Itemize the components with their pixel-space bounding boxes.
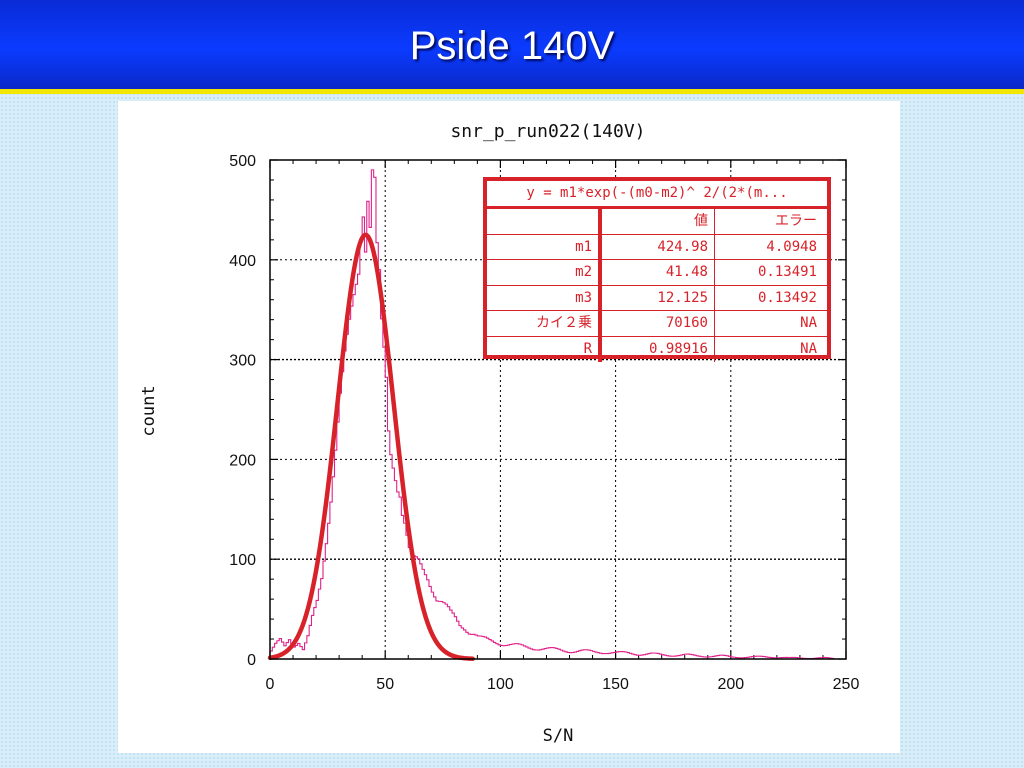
fit-param-error: NA [800,340,817,357]
x-tick-label: 200 [717,676,744,693]
fit-table-header-row: 値 エラー [487,209,827,235]
chart-title: snr_p_run022(140V) [450,121,645,142]
y-tick-label: 100 [229,552,256,569]
fit-row-m3: m3 12.125 0.13492 [487,285,827,312]
chart: snr_p_run022(140V) S/N count 0 50 100 150 20… [139,121,859,746]
fit-param-value: 424.98 [602,234,715,260]
fit-param-name: カイ２乗 [487,311,602,336]
x-tick-label: 100 [487,676,514,693]
figure-panel: snr_p_run022(140V) S/N count 0 50 100 150 20… [118,101,900,753]
fit-param-value: 0.98916 [602,336,715,362]
slide-title: Pside 140V [409,24,615,68]
fit-param-name: m3 [487,285,602,311]
fit-row-r: R 0.98916 NA [487,336,827,362]
fit-row-m2: m2 41.48 0.13491 [487,260,827,286]
fit-param-value: 12.125 [602,285,715,311]
fit-param-name: R [487,336,602,362]
fit-header-param [487,209,602,234]
fit-param-name: m1 [487,234,602,260]
histogram-series [270,169,846,660]
fit-param-error: 0.13492 [757,289,817,306]
y-tick-label: 400 [229,253,256,270]
fit-param-value: 41.48 [602,260,715,285]
fit-param-name: m2 [487,260,602,285]
series [267,169,846,661]
fit-param-error: NA [800,315,817,332]
x-tick-label: 0 [266,676,275,693]
y-tick-label: 500 [229,153,256,170]
x-tick-label: 150 [602,676,629,693]
plot-frame [269,159,847,660]
fit-header-value: 値 [602,209,715,234]
tick-labels: 0 50 100 150 200 250 0 100 200 300 400 500 [229,153,859,693]
y-tick-label: 300 [229,353,256,370]
fit-param-value: 70160 [602,311,715,336]
x-tick-label: 250 [833,676,860,693]
slide-header: Pside 140V [0,0,1024,94]
x-axis-label: S/N [543,726,574,746]
x-tick-label: 50 [376,676,394,693]
fit-results-table: y = m1*exp(-(m0-m2)^ 2/(2*(m... 値 エラー m1… [483,177,831,362]
fit-row-chi-squared: カイ２乗 70160 NA [487,311,827,337]
fit-formula: y = m1*exp(-(m0-m2)^ 2/(2*(m... [487,181,827,209]
y-tick-label: 200 [229,452,256,469]
fit-row-m1: m1 424.98 4.0948 [487,234,827,261]
y-tick-label: 0 [247,652,256,669]
gaussian-fit-curve [267,232,475,661]
fit-header-error: エラー [775,213,817,229]
y-axis-label: count [139,385,159,436]
fit-param-error: 4.0948 [766,238,817,255]
grid [270,160,846,659]
fit-param-error: 0.13491 [757,264,817,281]
